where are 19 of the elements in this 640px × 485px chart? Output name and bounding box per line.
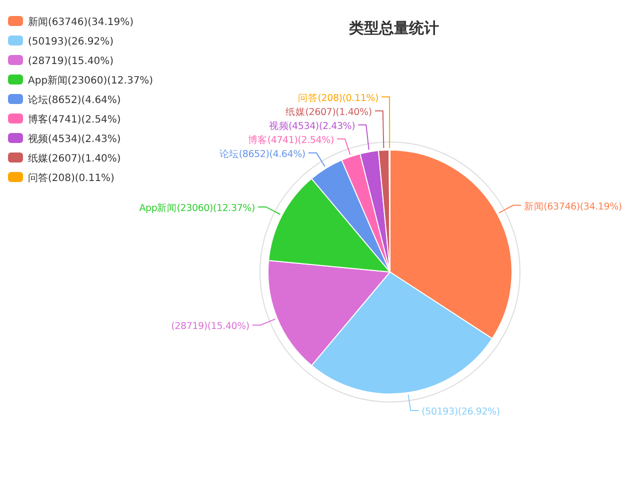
slice-label: 论坛(8652)(4.64%): [219, 148, 306, 160]
chart-title: 类型总量统计: [348, 19, 439, 37]
slice-label: 视频(4534)(2.43%): [268, 120, 356, 132]
legend-label: App新闻(23060)(12.37%): [28, 74, 154, 86]
legend-label: 博客(4741)(2.54%): [28, 114, 121, 126]
text: (50193)(26.92%): [28, 36, 114, 48]
data-label: (50193)(26.92%): [422, 406, 500, 418]
legend-label: 论坛(8652)(4.64%): [28, 94, 121, 106]
text: (28719)(15.40%): [28, 56, 114, 67]
legend-label: 问答(208)(0.11%): [28, 172, 115, 184]
slice-label: 问答(208)(0.11%): [298, 92, 379, 104]
slice-label: 纸媒(2607)(1.40%): [286, 106, 372, 118]
slice-label: App新闻(23060)(12.37%): [139, 202, 256, 214]
legend-label: 视频(4534)(2.43%): [28, 133, 121, 145]
slice-label: 新闻(63746)(34.19%): [524, 200, 622, 212]
slice-label: 博客(4741)(2.54%): [248, 134, 334, 146]
legend-label: 新闻(63746)(34.19%): [28, 16, 134, 28]
legend-label: 纸媒(2607)(1.40%): [28, 152, 121, 164]
data-label: (28719)(15.40%): [171, 321, 250, 332]
